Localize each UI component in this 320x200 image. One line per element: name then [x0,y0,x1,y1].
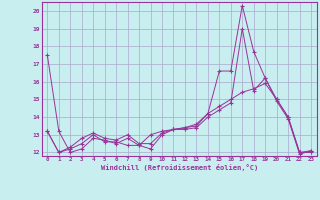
X-axis label: Windchill (Refroidissement éolien,°C): Windchill (Refroidissement éolien,°C) [100,164,258,171]
